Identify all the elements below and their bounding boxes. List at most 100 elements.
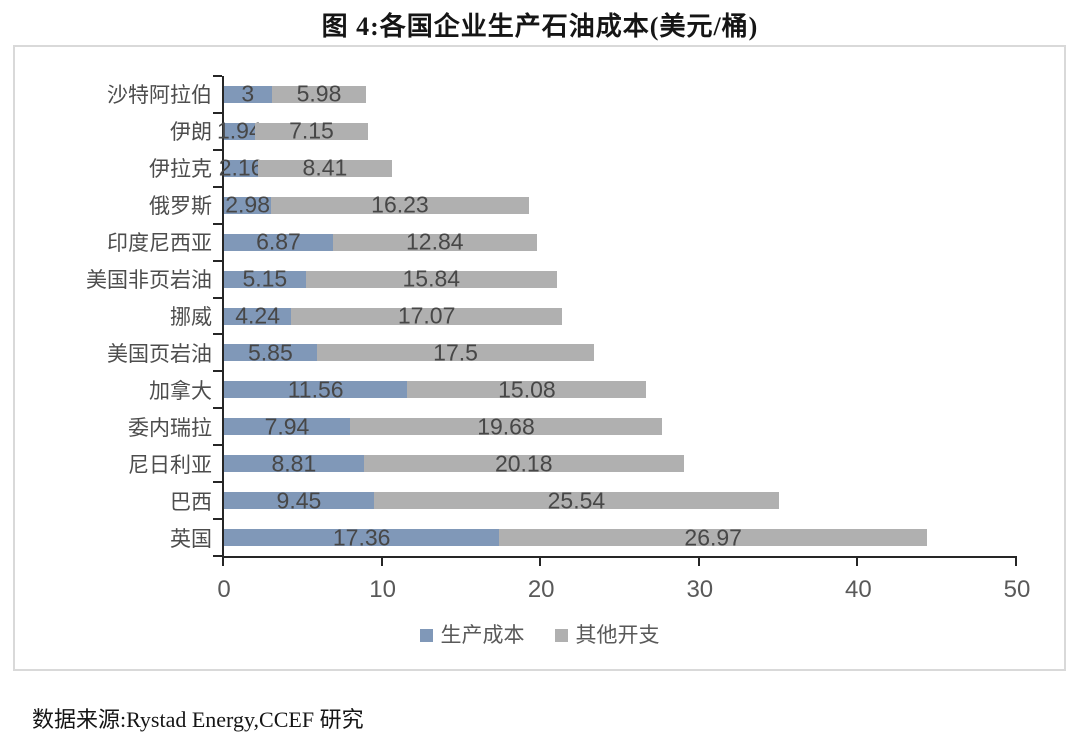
y-axis-tick (213, 518, 222, 521)
y-axis-tick (213, 407, 222, 410)
category-label: 加拿大 (149, 379, 212, 403)
bar-value-label: 15.08 (498, 376, 556, 403)
bar-row: 6.87 12.84 (224, 228, 537, 255)
bar-segment-other-expense: 25.54 (373, 487, 779, 514)
category-label: 伊朗 (170, 121, 212, 145)
y-axis-tick (213, 296, 222, 299)
category-label: 俄罗斯 (149, 195, 212, 219)
x-axis-tick (539, 558, 542, 566)
bar-row: 5.85 17.5 (224, 339, 595, 366)
bar-row: 4.24 17.07 (224, 302, 562, 329)
bar-segment-other-expense: 19.68 (349, 415, 663, 438)
category-label: 沙特阿拉伯 (107, 84, 212, 108)
bar-value-label: 8.41 (302, 154, 348, 181)
bar-row: 1.94 7.15 (217, 117, 369, 144)
bar-segment-production-cost: 5.15 (224, 265, 306, 292)
x-axis-tick-label: 40 (845, 576, 872, 603)
y-axis-tick (213, 222, 222, 225)
bar-value-label: 25.54 (547, 487, 606, 514)
x-axis-tick-label: 50 (1003, 576, 1031, 603)
y-axis-tick (213, 185, 222, 188)
legend-swatch (554, 629, 568, 642)
category-label: 尼日利亚 (128, 453, 212, 477)
bar-value-label: 20.18 (494, 450, 553, 477)
bar-segment-production-cost: 4.24 (224, 304, 292, 327)
category-label: 印度尼西亚 (107, 232, 212, 256)
bar-value-label: 7.15 (289, 117, 334, 144)
bar-segment-other-expense: 7.15 (254, 117, 369, 144)
bar-value-label: 17.5 (433, 339, 478, 366)
bar-segment-production-cost: 7.94 (224, 413, 350, 440)
bar-value-label: 6.87 (256, 228, 301, 255)
y-axis-tick (213, 333, 222, 336)
category-label: 英国 (170, 527, 212, 551)
legend-swatch (419, 629, 433, 642)
x-axis-tick (697, 558, 700, 566)
y-axis-tick (213, 444, 222, 447)
x-axis-tick (222, 558, 224, 566)
x-axis-tick-label: 20 (527, 576, 555, 603)
chart-frame: 沙特阿拉伯 3 5.98 伊朗 1.94 7.15 伊拉克 2.16 8.41 俄罗斯 2.98 16… (13, 45, 1066, 671)
bar-row: 9.45 25.54 (224, 487, 779, 514)
y-axis-tick (213, 111, 222, 114)
x-axis-tick (380, 558, 383, 566)
y-axis-tick (213, 481, 222, 484)
chart-title: 图 4:各国企业生产石油成本(美元/桶) (321, 12, 759, 41)
bar-value-label: 7.94 (264, 413, 310, 440)
y-axis-tick (213, 370, 222, 373)
legend-item: 其他开支 (554, 624, 660, 647)
x-axis-tick-label: 30 (686, 576, 714, 603)
bar-segment-other-expense: 16.23 (271, 193, 529, 216)
y-axis-tick (213, 259, 222, 262)
bar-value-label: 5.15 (242, 265, 288, 292)
bar-value-label: 5.98 (296, 80, 342, 107)
bar-segment-other-expense: 12.84 (332, 228, 537, 255)
bar-value-label: 17.07 (397, 302, 456, 329)
legend-label: 生产成本 (440, 624, 525, 647)
bar-value-label: 1.94 (216, 117, 262, 144)
bar-row: 2.98 16.23 (224, 191, 529, 218)
bar-segment-other-expense: 26.97 (499, 524, 928, 551)
category-label: 美国页岩油 (107, 342, 212, 366)
bar-value-label: 26.97 (684, 524, 742, 551)
bar-value-label: 12.84 (405, 228, 464, 255)
category-label: 巴西 (170, 490, 212, 514)
bar-value-label: 8.81 (271, 450, 317, 477)
bar-segment-production-cost: 9.45 (224, 487, 374, 514)
bar-row: 3 5.98 (224, 80, 367, 107)
category-label: 挪威 (170, 305, 212, 329)
bar-value-label: 5.85 (247, 339, 293, 366)
x-axis-tick (1015, 558, 1017, 566)
bar-segment-production-cost: 2.16 (219, 156, 264, 179)
legend-label: 其他开支 (575, 624, 660, 647)
y-axis-tick (213, 75, 222, 77)
bar-segment-production-cost: 2.98 (224, 191, 272, 218)
bar-segment-other-expense: 8.41 (258, 154, 392, 181)
bar-segment-production-cost: 6.87 (224, 228, 333, 255)
bar-row: 2.16 8.41 (219, 154, 392, 181)
bar-segment-other-expense: 5.98 (271, 80, 367, 107)
bar-value-label: 2.16 (218, 154, 264, 181)
bar-row: 11.56 15.08 (224, 376, 647, 403)
bar-row: 17.36 26.97 (224, 524, 928, 551)
x-axis-tick (856, 558, 859, 566)
x-axis-tick-label: 0 (217, 576, 231, 603)
bar-row: 8.81 20.18 (224, 450, 684, 477)
plot-area: 沙特阿拉伯 3 5.98 伊朗 1.94 7.15 伊拉克 2.16 8.41 俄罗斯 2.98 16… (86, 75, 1030, 602)
bar-segment-production-cost: 8.81 (224, 450, 364, 477)
category-label: 美国非页岩油 (86, 269, 212, 293)
bar-segment-production-cost: 1.94 (217, 119, 262, 142)
y-axis-tick (213, 555, 222, 557)
bar-value-label: 3 (241, 80, 255, 107)
bar-value-label: 11.56 (287, 376, 344, 403)
x-axis-tick-label: 10 (369, 576, 396, 603)
bar-segment-other-expense: 17.5 (316, 339, 595, 366)
bar-value-label: 9.45 (276, 487, 322, 514)
category-label: 委内瑞拉 (128, 416, 212, 440)
bar-value-label: 2.98 (225, 191, 271, 218)
bar-segment-other-expense: 17.07 (291, 302, 562, 329)
bar-value-label: 15.84 (402, 265, 461, 292)
bar-value-label: 17.36 (332, 524, 391, 551)
source-note: 数据来源:Rystad Energy,CCEF 研究 (32, 707, 364, 732)
bar-segment-production-cost: 5.85 (224, 339, 317, 366)
